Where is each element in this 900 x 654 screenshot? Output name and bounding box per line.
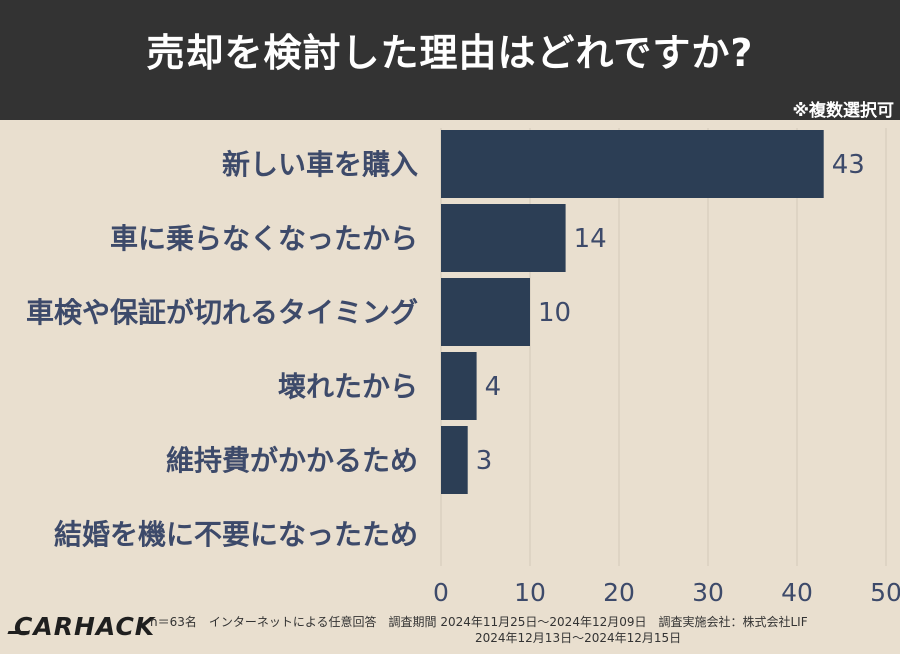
multiple-choice-note: ※複数選択可 [792,101,894,121]
bar [441,278,530,346]
value-label: 43 [832,150,865,180]
x-tick-label: 20 [603,578,635,607]
category-label: 新しい車を購入 [222,148,418,181]
x-tick-label: 10 [514,578,546,607]
category-labels: 新しい車を購入車に乗らなくなったから車検や保証が切れるタイミング壊れたから維持費… [26,148,418,551]
header-bar: 売却を検討した理由はどれですか? ※複数選択可 [0,0,900,121]
value-label: 14 [574,224,607,254]
bar [441,426,468,494]
x-axis-ticks: 0 10 20 30 40 50 [433,578,900,607]
survey-details: n＝63名 インターネットによる任意回答 調査期間 2024年11月25日～20… [150,615,808,629]
bars [441,130,824,494]
category-label: 維持費がかかるため [166,444,418,477]
value-label: 4 [485,372,502,402]
x-tick-label: 40 [781,578,813,607]
bar-chart: 新しい車を購入車に乗らなくなったから車検や保証が切れるタイミング壊れたから維持費… [26,128,900,607]
bar [441,130,824,198]
survey-footnote: n＝63名 インターネットによる任意回答 調査期間 2024年11月25日～20… [150,614,890,646]
category-label: 車検や保証が切れるタイミング [26,296,418,329]
value-label: 3 [476,446,493,476]
bar [441,204,566,272]
x-tick-label: 0 [433,578,449,607]
category-label: 壊れたから [278,370,418,403]
chart-title: 売却を検討した理由はどれですか? [146,31,754,75]
x-tick-label: 30 [692,578,724,607]
x-tick-label: 50 [870,578,900,607]
carhack-logo: CARHACK [14,612,156,641]
survey-period-2: 2024年12月13日～2024年12月15日 [475,631,682,645]
category-label: 車に乗らなくなったから [110,222,418,255]
category-label: 結婚を機に不要になったため [54,518,418,551]
bar [441,352,477,420]
value-label: 10 [538,298,571,328]
